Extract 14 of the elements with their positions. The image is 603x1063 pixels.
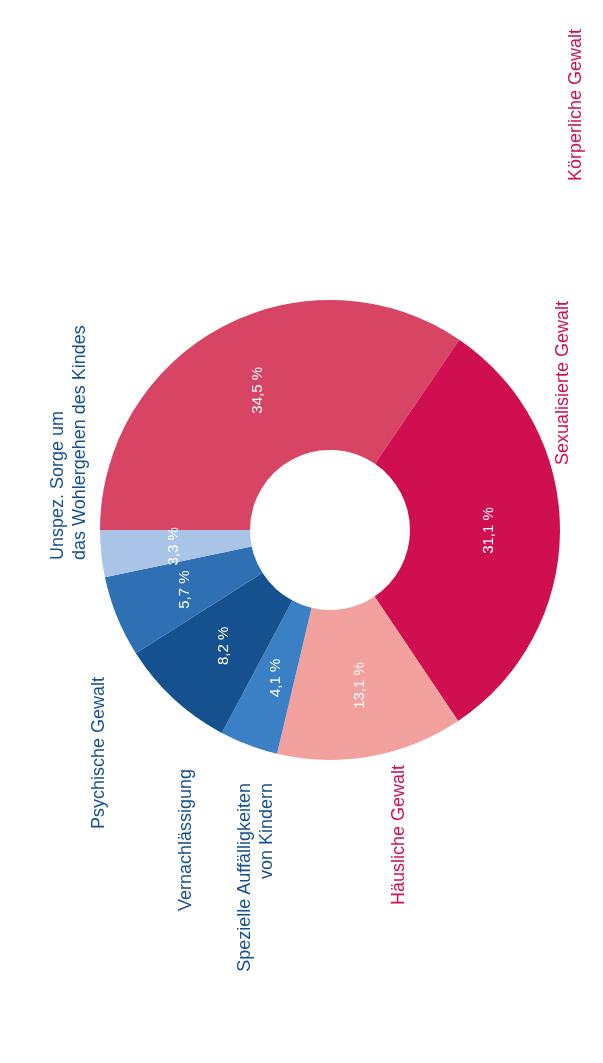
data-label: 5,7 %: [175, 570, 193, 609]
slice-label: Sexualisierte Gewalt: [552, 300, 572, 466]
data-label: 34,5 %: [247, 367, 265, 414]
slice-label: Körperliche Gewalt: [565, 28, 585, 182]
slice-label: Häusliche Gewalt: [388, 764, 408, 906]
data-label: 4,1 %: [265, 658, 283, 697]
data-label: 13,1 %: [349, 662, 367, 709]
slice-label: Unspez. Sorge um das Wohlergehen des Kindes: [47, 325, 89, 560]
slice-label: Spezielle Auffälligkeiten von Kindern: [234, 783, 276, 972]
data-label: 31,1 %: [479, 507, 497, 554]
data-label: 8,2 %: [214, 626, 232, 666]
slice-label: Psychische Gewalt: [88, 676, 108, 830]
slice-label: Vernachlässigung: [175, 768, 195, 912]
data-label: 3,3 %: [164, 527, 182, 566]
